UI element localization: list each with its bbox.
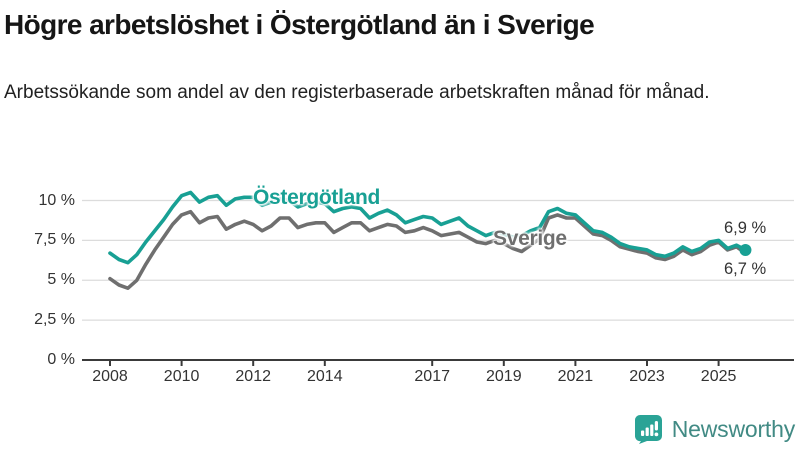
logo-bar-2 — [645, 427, 649, 436]
end-value-ostergotland: 6,9 % — [724, 219, 767, 237]
x-axis-label: 2010 — [163, 368, 200, 385]
logo-exclamation-dot — [654, 432, 659, 437]
newsworthy-logo[interactable]: Newsworthy — [634, 414, 795, 444]
series-label-sverige: Sverige — [493, 227, 567, 250]
x-axis-label: 2021 — [557, 368, 594, 385]
x-axis-label: 2012 — [235, 368, 271, 385]
y-axis-label: 5 % — [47, 271, 75, 289]
x-axis-label: 2014 — [307, 368, 343, 385]
series-label-ostergotland: Östergötland — [253, 186, 381, 209]
x-axis-label: 2019 — [486, 368, 522, 385]
x-axis-label: 2008 — [92, 368, 128, 385]
x-axis-label: 2025 — [700, 368, 737, 385]
y-axis-label: 7,5 % — [34, 231, 75, 249]
newsworthy-wordmark: Newsworthy — [671, 415, 795, 442]
x-axis-label: 2017 — [414, 368, 450, 385]
ostergotland-line — [108, 190, 748, 265]
newsworthy-logo-icon — [634, 415, 662, 444]
sverige-line — [108, 209, 748, 291]
chart-subtitle: Arbetssökande som andel av den registerb… — [4, 82, 710, 103]
end-value-sverige: 6,7 % — [724, 260, 767, 278]
logo-bar-3 — [649, 424, 654, 436]
x-axis-label: 2023 — [629, 368, 665, 385]
y-axis-label: 10 % — [38, 191, 75, 209]
y-axis-label: 2,5 % — [34, 311, 75, 329]
ostergotland-end-dot — [739, 243, 752, 256]
logo-bar-1 — [640, 430, 644, 436]
page-title: Högre arbetslöshet i Östergötland än i S… — [4, 9, 595, 40]
logo-exclamation-bar — [654, 421, 658, 431]
y-axis-label: 0 % — [47, 351, 75, 368]
